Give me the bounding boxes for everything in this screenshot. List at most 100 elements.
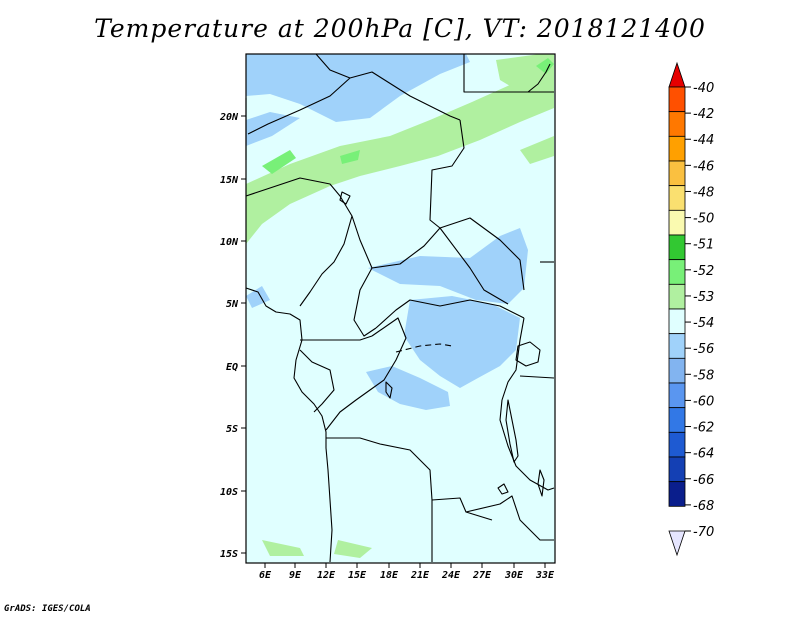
lon-label: 27E — [472, 570, 492, 581]
longitude-axis: 6E 9E 12E 15E 18E 21E 24E 27E 30E 33E — [259, 563, 555, 581]
lake-small-b — [385, 381, 393, 399]
colorbar-box — [668, 357, 686, 384]
colorbar-label: -48 — [693, 185, 714, 200]
border-libya-egypt — [463, 54, 554, 93]
colorbar-label: -54 — [693, 316, 714, 331]
lat-label: 10N — [220, 237, 239, 248]
colorbar-box — [668, 185, 686, 211]
colorbar-top-arrow — [668, 61, 686, 88]
colorbar-label: -70 — [693, 525, 714, 540]
border-car-drc — [375, 299, 525, 329]
lon-label: 30E — [504, 570, 524, 581]
colorbar-label: -62 — [693, 421, 714, 436]
colorbar-label: -42 — [693, 107, 714, 122]
latitude-axis: 20N 15N 10N 5N EQ 5S 10S 15S — [219, 112, 246, 560]
colorbar-label: -60 — [693, 394, 714, 409]
colorbar-box — [668, 111, 686, 137]
lake-tanganyika — [505, 399, 519, 463]
border-niger-nigeria — [245, 177, 341, 197]
colorbar-label: -64 — [693, 447, 714, 462]
lon-label: 6E — [259, 570, 272, 581]
colorbar-box — [668, 308, 686, 335]
credit-text: GrADS: IGES/COLA — [4, 604, 91, 614]
border-algeria-niger — [315, 53, 461, 121]
contour-region-minus56-northwest — [246, 112, 300, 146]
border-chad-car — [351, 215, 509, 305]
border-cameroon-gabon — [300, 335, 373, 341]
lon-label: 9E — [289, 570, 302, 581]
colorbar-box — [668, 431, 686, 458]
contour-region-minus54-south — [262, 540, 304, 556]
colorbar-label: -68 — [693, 499, 714, 514]
map-background — [246, 54, 555, 563]
border-drc-angola — [326, 437, 493, 521]
map-frame — [245, 53, 556, 564]
map-title: Temperature at 200hPa [C], VT: 201812140… — [94, 14, 706, 43]
political-boundaries — [245, 53, 555, 563]
temperature-fill-layer — [246, 54, 554, 558]
colorbar-label: -58 — [693, 368, 714, 383]
lat-label: EQ — [226, 362, 238, 373]
colorbar-box — [668, 259, 686, 285]
colorbar-label: -66 — [693, 473, 714, 488]
lon-label: 12E — [317, 570, 336, 581]
lake-victoria — [515, 341, 541, 367]
colorbar: -40 -42 -44 -46 -48 -50 -51 -52 -53 -54 -56 -58 -60 -… — [668, 61, 714, 557]
colorbar-box — [668, 160, 686, 187]
border-cameroon-car — [353, 267, 377, 337]
contour-region-minus56-congo — [404, 296, 520, 388]
border-gabon-congo — [299, 349, 335, 413]
border-tanzania — [519, 375, 555, 379]
border-congo-drc — [325, 317, 407, 431]
lat-label: 5S — [226, 424, 238, 435]
colorbar-bottom-arrow — [668, 530, 686, 557]
contour-region-minus54-east-band — [520, 136, 554, 164]
border-chad-sudan — [429, 119, 465, 229]
lake-chad — [339, 191, 351, 205]
colorbar-box — [668, 86, 686, 113]
colorbar-box — [668, 407, 686, 433]
colorbar-label: -56 — [693, 342, 714, 357]
colorbar-box — [668, 135, 686, 162]
lat-label: 15N — [220, 175, 239, 186]
contour-region-minus53-b — [340, 150, 360, 164]
colorbar-label: -40 — [693, 81, 714, 96]
coastline-west — [245, 287, 333, 563]
border-sudan-ss — [439, 217, 525, 291]
colorbar-box — [668, 283, 686, 310]
lat-label: 10S — [220, 487, 238, 498]
lake-small-a — [497, 483, 509, 495]
lon-label: 24E — [441, 570, 461, 581]
dashed-shore — [395, 343, 453, 353]
lake-malawi — [537, 469, 545, 497]
colorbar-box — [668, 456, 686, 483]
contour-region-minus54-south2 — [334, 540, 372, 558]
colorbar-box — [668, 209, 686, 236]
border-red-sea — [527, 63, 551, 93]
colorbar-label: -44 — [693, 133, 714, 148]
lat-label: 5N — [226, 299, 239, 310]
border-zambia-south — [465, 495, 554, 541]
lon-label: 21E — [410, 570, 430, 581]
border-niger-chad — [247, 77, 351, 135]
lon-label: 15E — [348, 570, 367, 581]
lon-label: 33E — [535, 570, 555, 581]
colorbar-box — [668, 382, 686, 409]
colorbar-label: -46 — [693, 159, 714, 174]
border-drc-east — [499, 399, 555, 491]
lat-label: 20N — [219, 112, 239, 123]
colorbar-box — [668, 481, 686, 507]
contour-region-minus53-c — [536, 58, 554, 74]
lon-label: 18E — [380, 570, 399, 581]
contour-region-minus56-south — [366, 366, 450, 410]
lat-label: 15S — [220, 549, 238, 560]
contour-region-minus56-central — [368, 228, 528, 304]
colorbar-label: -52 — [693, 264, 714, 279]
colorbar-box — [668, 333, 686, 359]
colorbar-label: -53 — [693, 290, 714, 305]
contour-region-minus56-north — [246, 54, 470, 122]
border-drc-uganda — [501, 317, 525, 401]
colorbar-label: -50 — [693, 212, 714, 227]
contour-region-minus54-sahara-band — [246, 66, 554, 244]
